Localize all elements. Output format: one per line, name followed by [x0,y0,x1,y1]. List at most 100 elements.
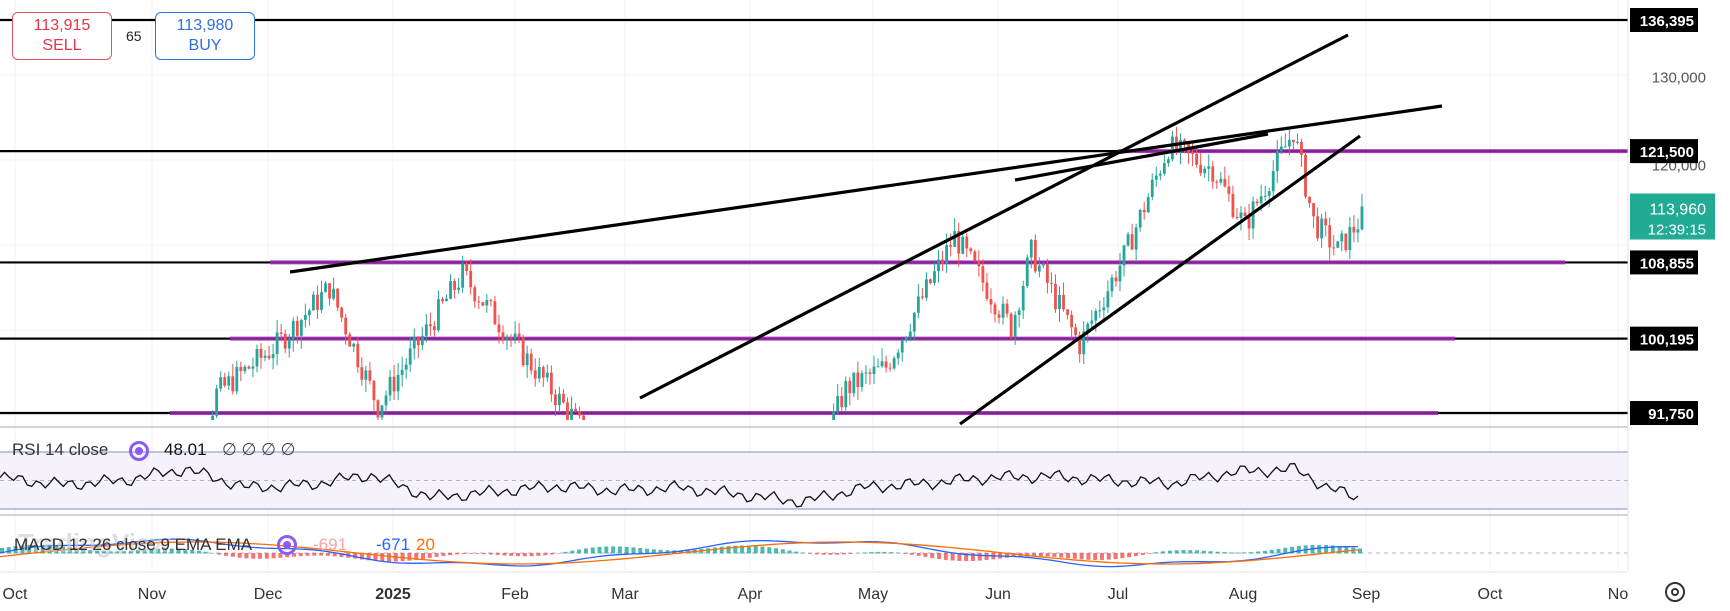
macd-histogram-bar [448,553,453,556]
macd-histogram-bar [332,553,337,557]
chart-settings-icon[interactable] [1665,582,1685,602]
candle-body [1001,303,1005,318]
macd-histogram-bar [420,553,425,559]
time-axis-label: Apr [738,586,764,603]
candle-body [356,343,360,368]
candle-body [533,370,537,379]
macd-histogram-bar [536,553,541,556]
candle-body [1150,179,1154,198]
candle-body [1025,257,1029,287]
candle-body [1231,193,1235,217]
buy-label: BUY [188,37,222,54]
macd-histogram-bar [210,552,215,554]
candle-body [876,366,880,368]
candle-body [485,300,489,306]
candle-body [1158,173,1162,176]
macd-histogram-bar [237,553,242,558]
candle-body [412,336,416,349]
macd-histogram-bar [1045,553,1050,557]
macd-histogram-bar [1324,544,1329,554]
macd-histogram-bar [1262,550,1267,554]
candle-body [586,438,589,440]
candle-body [1106,291,1110,308]
candle-body [461,263,465,288]
candle-body [1098,310,1102,312]
candle-body [303,315,307,320]
candle-body [703,552,706,553]
macd-histogram-bar [808,553,813,554]
candle-body [933,271,936,283]
candle-body [1223,178,1227,187]
candle-body [957,231,961,254]
spread-value: 65 [126,28,142,44]
macd-histogram-bar [74,548,79,554]
macd-histogram-bar [543,553,548,556]
time-axis-label: Jul [1108,586,1128,603]
macd-histogram-bar [624,546,629,554]
candle-body [1146,197,1150,213]
macd-histogram-bar [896,552,901,554]
candle-body [1122,245,1126,266]
candle-body [780,552,783,562]
candle-body [1005,303,1009,314]
candle-body [1320,218,1324,239]
macd-histogram-bar [387,553,392,562]
macd-histogram-bar [285,553,290,558]
candle-body [283,333,287,349]
candle-body [949,245,953,247]
candle-body [267,355,271,359]
candle-body [263,355,267,358]
candle-body [872,366,876,374]
time-axis-label: Jun [985,586,1011,603]
candle-body [360,367,364,380]
macd-histogram-bar [33,544,38,554]
candle-body [1287,139,1291,147]
sell-label: SELL [42,37,82,54]
rsi-value: 48.01 [164,440,207,459]
macd-histogram-bar [1106,553,1111,560]
candle-body [651,511,654,525]
price-level-label: 136,395 [1640,13,1694,30]
candle-body [449,281,452,299]
macd-histogram-bar [862,552,867,554]
candle-body [1203,168,1207,174]
sell-button[interactable]: 113,915 SELL [12,12,112,60]
candle-body [1134,227,1138,250]
macd-histogram-bar [461,553,466,554]
candle-body [501,332,505,341]
macd-histogram-bar [1296,546,1301,554]
candle-body [513,333,517,339]
macd-histogram-bar [251,553,256,559]
candle-body [364,370,368,380]
macd-histogram-bar [305,553,310,556]
candle-body [1227,186,1231,194]
price-level-tag [1630,250,1698,275]
macd-settings-icon[interactable] [277,535,297,555]
candle-body [1078,335,1082,355]
macd-histogram-bar [1208,551,1213,554]
rsi-settings-icon[interactable] [129,441,149,461]
candle-body [1211,166,1215,182]
macd-histogram-bar [162,548,167,554]
candle-body [566,402,569,420]
candle-body [1316,216,1320,239]
macd-histogram-bar [638,548,643,554]
candle-body [445,298,448,302]
candle-body [376,400,380,418]
candle-body [937,259,940,272]
macd-histogram-bar [814,553,819,555]
macd-histogram-bar [937,553,942,560]
macd-histogram-bar [1235,552,1240,554]
macd-value-macd: -671 [376,535,411,554]
candle-body [320,292,323,310]
candle-body [953,231,957,247]
macd-histogram-bar [353,553,358,559]
candle-body [312,294,315,311]
macd-histogram-bar [828,553,833,555]
macd-histogram-bar [176,548,181,554]
candle-body [1041,264,1045,266]
candle-body [465,263,469,271]
candle-body [437,299,440,331]
buy-button[interactable]: 113,980 BUY [155,12,255,60]
